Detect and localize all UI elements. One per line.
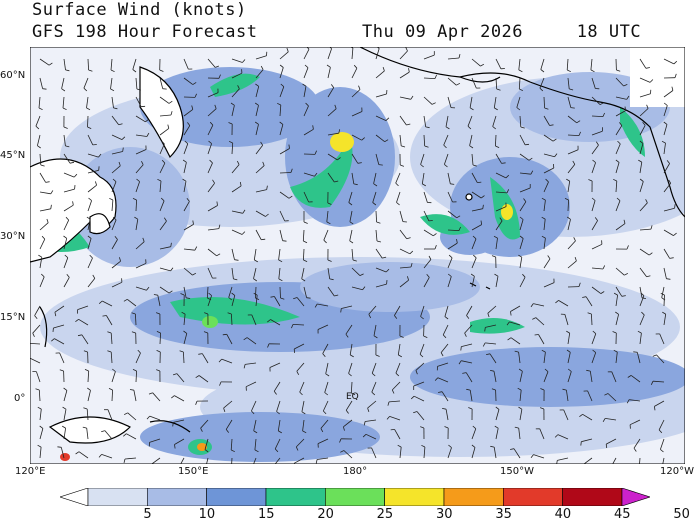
colorbar-tick-label: 30: [436, 507, 453, 522]
equator-label: EQ: [346, 392, 359, 402]
colorbar-segment: [384, 488, 445, 506]
colorbar-tick-label: 5: [143, 507, 152, 522]
colorbar-min-triangle: [60, 488, 89, 506]
colorbar-tick-label: 40: [554, 507, 572, 522]
colorbar-tick-label: 10: [198, 507, 216, 522]
colorbar-segment: [206, 488, 267, 506]
lon-label-150e: 150°E: [178, 466, 209, 477]
colorbar-segment: [562, 488, 623, 506]
colorbar-segment: [324, 488, 385, 506]
wind-barbs: [30, 47, 678, 464]
forecast-subtitle: GFS 198 Hour Forecast: [32, 22, 258, 42]
lon-label-120e: 120°E: [15, 466, 46, 477]
coastlines: [30, 47, 685, 444]
colorbar-segment: [502, 488, 563, 506]
colorbar-segment: [443, 488, 504, 506]
colorbar-segment: [87, 488, 148, 506]
map-title: Surface Wind (knots): [32, 0, 247, 20]
colorbar-tick-label: 25: [376, 507, 394, 522]
colorbar-tick-label: 35: [495, 507, 512, 522]
colorbar-tick-label: 50: [673, 507, 690, 522]
colorbar-tick-label: 20: [317, 507, 334, 522]
colorbar-max-triangle: [621, 488, 650, 506]
colorbar-tick-label: 15: [258, 507, 275, 522]
lon-label-180: 180°: [343, 466, 368, 477]
lon-label-150w: 150°W: [500, 466, 534, 477]
colorbar-tick-label: 45: [614, 507, 631, 522]
lat-label-15n: 15°N: [0, 312, 26, 323]
wind-speed-colorbar: [60, 488, 650, 506]
lat-label-eq: 0°: [14, 393, 26, 404]
colorbar-segment: [265, 488, 326, 506]
lat-label-60n: 60°N: [0, 70, 26, 81]
lat-label-45n: 45°N: [0, 150, 26, 161]
lat-label-30n: 30°N: [0, 231, 26, 242]
valid-time: Thu 09 Apr 2026 18 UTC: [362, 22, 642, 42]
colorbar-segment: [147, 488, 207, 506]
lon-label-120w: 120°W: [660, 466, 694, 477]
wind-map: EQ: [30, 47, 685, 464]
